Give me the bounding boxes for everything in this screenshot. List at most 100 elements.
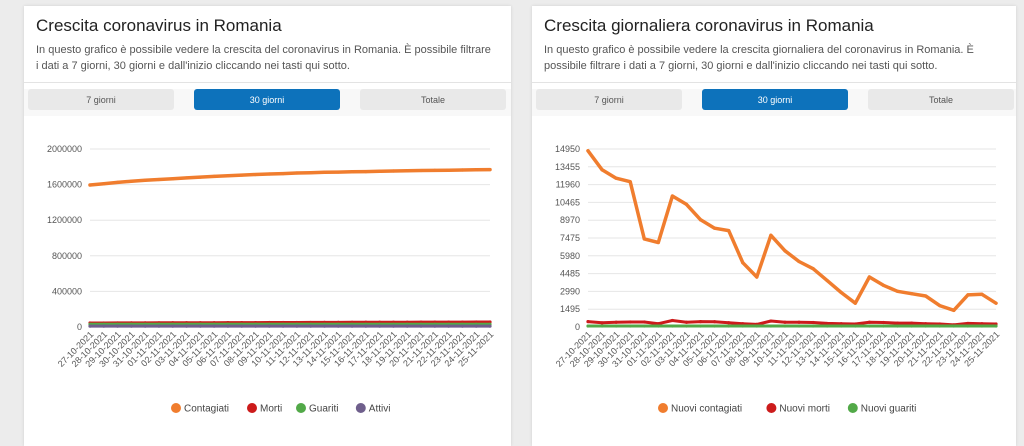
y-tick-label: 1495 — [560, 304, 580, 314]
chart-title: Crescita giornaliera coronavirus in Roma… — [544, 16, 874, 35]
data-point — [600, 321, 604, 325]
data-point — [295, 171, 299, 175]
data-point — [322, 324, 327, 328]
data-point — [825, 278, 829, 283]
legend-label[interactable]: Nuovi guariti — [861, 404, 917, 415]
filter-7-days-button[interactable]: 7 giorni — [28, 89, 174, 110]
data-point — [924, 294, 928, 298]
data-point — [115, 324, 120, 328]
data-point — [309, 324, 313, 328]
data-point — [727, 228, 731, 233]
data-point — [698, 324, 703, 328]
data-point — [322, 170, 327, 174]
data-point — [419, 168, 423, 173]
data-point — [102, 182, 106, 186]
y-tick-label: 0 — [575, 322, 580, 332]
data-point — [741, 261, 745, 265]
legend-marker — [658, 403, 668, 413]
chart-title: Crescita coronavirus in Romania — [36, 16, 282, 35]
data-point — [881, 320, 886, 325]
filter-30-days-button[interactable]: 30 giorni — [702, 89, 848, 110]
data-point — [171, 324, 175, 328]
data-point — [350, 170, 354, 174]
data-point — [797, 259, 801, 264]
chart-card-daily: Crescita giornaliera coronavirus in Roma… — [532, 6, 1016, 446]
data-point — [614, 320, 618, 324]
data-point — [157, 324, 161, 328]
legend-label[interactable]: Guariti — [309, 404, 338, 415]
data-point — [670, 318, 675, 323]
data-point — [447, 324, 451, 328]
cumulative-line-chart: 200000016000001200000800000400000027-10-… — [47, 144, 495, 415]
y-tick-label: 7475 — [560, 233, 580, 243]
data-point — [741, 324, 745, 328]
data-point — [769, 324, 773, 328]
data-point — [741, 322, 745, 326]
data-point — [966, 293, 970, 297]
data-point — [656, 324, 660, 328]
filter-30-days-button[interactable]: 30 giorni — [194, 89, 340, 110]
legend-label[interactable]: Attivi — [369, 404, 391, 415]
data-point — [811, 324, 815, 328]
chart-card-cumulative: Crescita coronavirus in Romania In quest… — [24, 6, 511, 446]
data-point — [670, 194, 675, 198]
legend-label[interactable]: Morti — [260, 404, 282, 415]
data-point — [309, 171, 313, 175]
data-point — [378, 324, 382, 328]
data-point — [755, 275, 759, 279]
data-point — [938, 303, 942, 308]
filter-bar: 7 giorni 30 giorni Totale — [24, 89, 511, 116]
data-point — [769, 233, 773, 237]
divider — [24, 82, 511, 83]
data-point — [614, 324, 618, 328]
data-point — [924, 324, 928, 328]
data-point — [656, 240, 660, 245]
y-tick-label: 13455 — [555, 162, 580, 172]
legend-label[interactable]: Contagiati — [184, 404, 229, 415]
legend-marker — [847, 403, 858, 413]
filter-7-days-button[interactable]: 7 giorni — [536, 89, 682, 110]
y-tick-label: 14950 — [555, 144, 580, 154]
data-point — [839, 324, 843, 328]
data-point — [797, 320, 801, 324]
data-point — [853, 301, 857, 305]
data-point — [642, 320, 646, 324]
data-point — [488, 320, 492, 324]
data-point — [713, 226, 717, 230]
data-point — [391, 324, 396, 328]
data-point — [980, 322, 984, 326]
chart-description: In questo grafico è possibile vedere la … — [544, 44, 974, 72]
data-point — [115, 180, 120, 184]
data-point — [364, 170, 368, 174]
data-point — [336, 324, 340, 328]
data-point — [586, 324, 590, 328]
y-tick-label: 8970 — [560, 215, 580, 225]
data-point — [102, 324, 106, 328]
data-point — [698, 218, 703, 222]
data-point — [488, 167, 492, 172]
legend-label[interactable]: Nuovi contagiati — [671, 404, 742, 415]
y-tick-label: 400000 — [52, 286, 82, 296]
filter-bar: 7 giorni 30 giorni Totale — [532, 89, 1016, 116]
filter-total-button[interactable]: Totale — [360, 89, 506, 110]
y-tick-label: 1600000 — [47, 180, 82, 190]
data-point — [433, 324, 437, 328]
legend-marker — [296, 403, 306, 413]
data-point — [253, 172, 258, 177]
data-point — [684, 324, 689, 328]
filter-total-button[interactable]: Totale — [868, 89, 1014, 110]
chart-description: In questo grafico è possibile vedere la … — [36, 44, 491, 72]
data-point — [727, 324, 731, 328]
data-point — [226, 324, 230, 328]
legend-marker — [171, 403, 181, 413]
data-point — [198, 324, 202, 328]
y-tick-label: 2990 — [560, 286, 580, 296]
legend-label[interactable]: Nuovi morti — [779, 404, 830, 415]
data-point — [184, 176, 189, 180]
data-point — [797, 324, 801, 328]
data-point — [405, 324, 409, 328]
data-point — [811, 320, 815, 325]
data-point — [839, 322, 843, 326]
data-point — [281, 171, 285, 176]
y-tick-label: 4485 — [560, 269, 580, 279]
